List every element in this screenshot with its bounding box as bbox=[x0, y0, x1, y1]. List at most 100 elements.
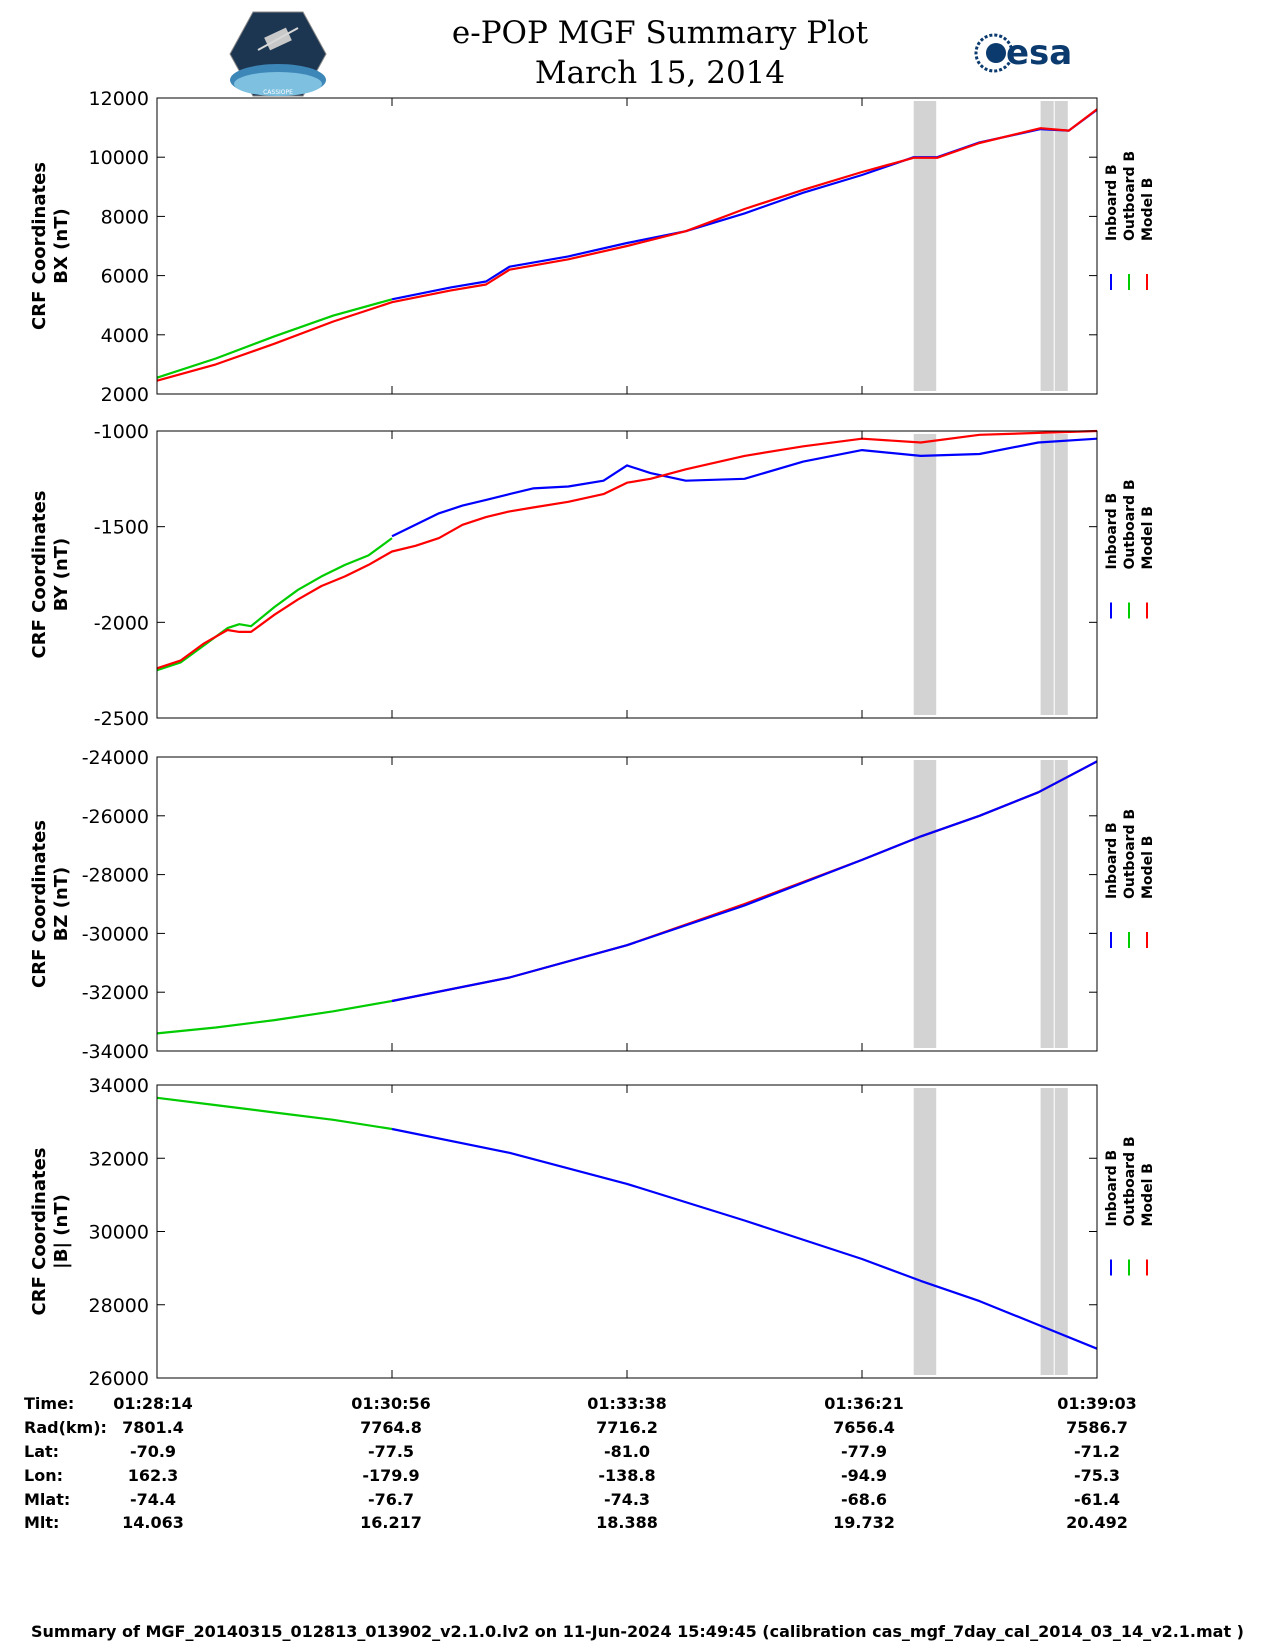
panel-3-frame bbox=[156, 756, 1098, 1052]
panel-4-gap-3 bbox=[1054, 1088, 1068, 1375]
y-tick-label: -2500 bbox=[94, 708, 149, 730]
svg-text:esa: esa bbox=[1006, 33, 1072, 73]
panel-2-series-model-b bbox=[156, 429, 1098, 670]
plot-date: March 15, 2014 bbox=[534, 55, 786, 91]
panel-4-ylabel: CRF Coordinates|B| (nT) bbox=[29, 1148, 72, 1316]
y-tick-label: 10000 bbox=[89, 147, 149, 169]
ephemeris-label: Mlt: bbox=[24, 1513, 60, 1532]
ephemeris-value: -138.8 bbox=[598, 1466, 656, 1485]
footer-summary: Summary of MGF_20140315_012813_013902_v2… bbox=[31, 1622, 1244, 1641]
ephemeris-value: -68.6 bbox=[840, 1490, 888, 1509]
y-tick-label: -30000 bbox=[82, 923, 149, 945]
panel-4-series-outboard-b bbox=[156, 1096, 393, 1131]
panel-3-gap-1 bbox=[913, 760, 937, 1048]
panel-3-series-outboard-b bbox=[156, 999, 393, 1035]
panel-4-frame bbox=[156, 1084, 1098, 1379]
ephemeris-value: 7586.7 bbox=[1066, 1418, 1128, 1437]
y-tick-label: -24000 bbox=[82, 747, 149, 769]
panel-2-ylabel: CRF CoordinatesBY (nT) bbox=[29, 491, 72, 659]
y-tick-label: 30000 bbox=[89, 1222, 149, 1244]
y-tick-label: 34000 bbox=[89, 1075, 149, 1097]
legend-label: Outboard B bbox=[1122, 1136, 1138, 1226]
ephemeris-label: Lat: bbox=[24, 1442, 60, 1461]
ephemeris-label: Time: bbox=[24, 1394, 75, 1413]
legend-label: Inboard B bbox=[1104, 493, 1120, 570]
y-tick-label: -34000 bbox=[82, 1041, 149, 1063]
ephemeris-value: -70.9 bbox=[129, 1442, 177, 1461]
panel-4-gap-2 bbox=[1040, 1088, 1054, 1375]
y-tick-label: -1000 bbox=[94, 421, 149, 443]
panel-3-series-model-b bbox=[391, 760, 1098, 1003]
panel-1-series-inboard-b bbox=[391, 108, 1098, 301]
ephemeris-value: 01:39:03 bbox=[1057, 1394, 1137, 1413]
svg-text:CASSIOPE: CASSIOPE bbox=[263, 89, 293, 96]
ephemeris-value: -81.0 bbox=[603, 1442, 651, 1461]
ylabel-line1: CRF Coordinates bbox=[29, 491, 50, 659]
ephemeris-value: 162.3 bbox=[127, 1466, 179, 1485]
y-tick-label: -32000 bbox=[82, 982, 149, 1004]
panel-2-series-inboard-b bbox=[391, 437, 1098, 538]
panel-2-gap-1 bbox=[913, 434, 937, 715]
legend-label: Model B bbox=[1140, 178, 1156, 241]
y-tick-label: 32000 bbox=[89, 1148, 149, 1170]
y-tick-label: -2000 bbox=[94, 612, 149, 634]
panel-3-series-inboard-b bbox=[391, 760, 1098, 1003]
esa-logo: esa bbox=[974, 33, 1072, 73]
ephemeris-value: -71.2 bbox=[1073, 1442, 1121, 1461]
legend-label: Outboard B bbox=[1122, 151, 1138, 241]
panel-1-gap-2 bbox=[1040, 101, 1054, 391]
ephemeris-value: 01:28:14 bbox=[113, 1394, 193, 1413]
ylabel-line2: |B| (nT) bbox=[51, 1194, 72, 1269]
panel-4-gap-1 bbox=[913, 1088, 937, 1375]
panel-2-frame bbox=[156, 430, 1098, 719]
ephemeris-value: -74.3 bbox=[603, 1490, 651, 1509]
ephemeris-value: -61.4 bbox=[1073, 1490, 1121, 1509]
legend-label: Outboard B bbox=[1122, 479, 1138, 569]
ephemeris-value: 20.492 bbox=[1066, 1513, 1128, 1532]
ephemeris-value: 19.732 bbox=[833, 1513, 895, 1532]
panel-2-gap-3 bbox=[1054, 434, 1068, 715]
legend-label: Outboard B bbox=[1122, 809, 1138, 899]
y-tick-label: 12000 bbox=[89, 88, 149, 110]
y-tick-label: 2000 bbox=[101, 384, 149, 406]
mgf-summary-plots: 2000 4000 6000 8000 10000 12000 CRF Coordinate… bbox=[29, 88, 1156, 1390]
ephemeris-value: 7716.2 bbox=[596, 1418, 658, 1437]
ephemeris-value: 18.388 bbox=[596, 1513, 658, 1532]
legend-label: Inboard B bbox=[1104, 1150, 1120, 1227]
panel-3-ylabel: CRF CoordinatesBZ (nT) bbox=[29, 820, 72, 988]
panel-4-series-inboard-b bbox=[391, 1127, 1098, 1350]
legend-label: Model B bbox=[1140, 1163, 1156, 1226]
panel-2-gap-2 bbox=[1040, 434, 1054, 715]
ephemeris-label: Rad(km): bbox=[24, 1418, 107, 1437]
ephemeris-value: -74.4 bbox=[129, 1490, 177, 1509]
panel-1-series-model-b bbox=[156, 108, 1098, 382]
y-tick-label: -1500 bbox=[94, 517, 149, 539]
cassiope-logo: CASSIOPE bbox=[229, 11, 327, 97]
legend-label: Model B bbox=[1140, 836, 1156, 899]
y-tick-label: 26000 bbox=[89, 1368, 149, 1390]
ylabel-line2: BY (nT) bbox=[51, 538, 72, 612]
ephemeris-value: 01:30:56 bbox=[351, 1394, 431, 1413]
ylabel-line2: BZ (nT) bbox=[51, 867, 72, 942]
ephemeris-value: 01:36:21 bbox=[824, 1394, 904, 1413]
y-tick-label: -26000 bbox=[82, 806, 149, 828]
ephemeris-value: 7656.4 bbox=[833, 1418, 895, 1437]
legend-label: Inboard B bbox=[1104, 164, 1120, 241]
ephemeris-value: 7801.4 bbox=[122, 1418, 184, 1437]
ephemeris-value: -77.5 bbox=[367, 1442, 415, 1461]
ephemeris-value: -94.9 bbox=[840, 1466, 888, 1485]
ephemeris-value: -179.9 bbox=[362, 1466, 420, 1485]
ylabel-line2: BX (nT) bbox=[51, 208, 72, 283]
y-tick-label: 6000 bbox=[101, 266, 149, 288]
ephemeris-value: 7764.8 bbox=[360, 1418, 422, 1437]
legend-label: Inboard B bbox=[1104, 822, 1120, 899]
ylabel-line1: CRF Coordinates bbox=[29, 162, 50, 330]
panel-2-series-outboard-b bbox=[156, 537, 393, 672]
y-tick-label: -28000 bbox=[82, 865, 149, 887]
panel-1-ylabel: CRF CoordinatesBX (nT) bbox=[29, 162, 72, 330]
ephemeris-value: -75.3 bbox=[1073, 1466, 1121, 1485]
panel-1-gap-1 bbox=[913, 101, 937, 391]
ephemeris-value: -77.9 bbox=[840, 1442, 888, 1461]
panel-1-gap-3 bbox=[1054, 101, 1068, 391]
plot-title: e-POP MGF Summary Plot bbox=[451, 15, 869, 51]
